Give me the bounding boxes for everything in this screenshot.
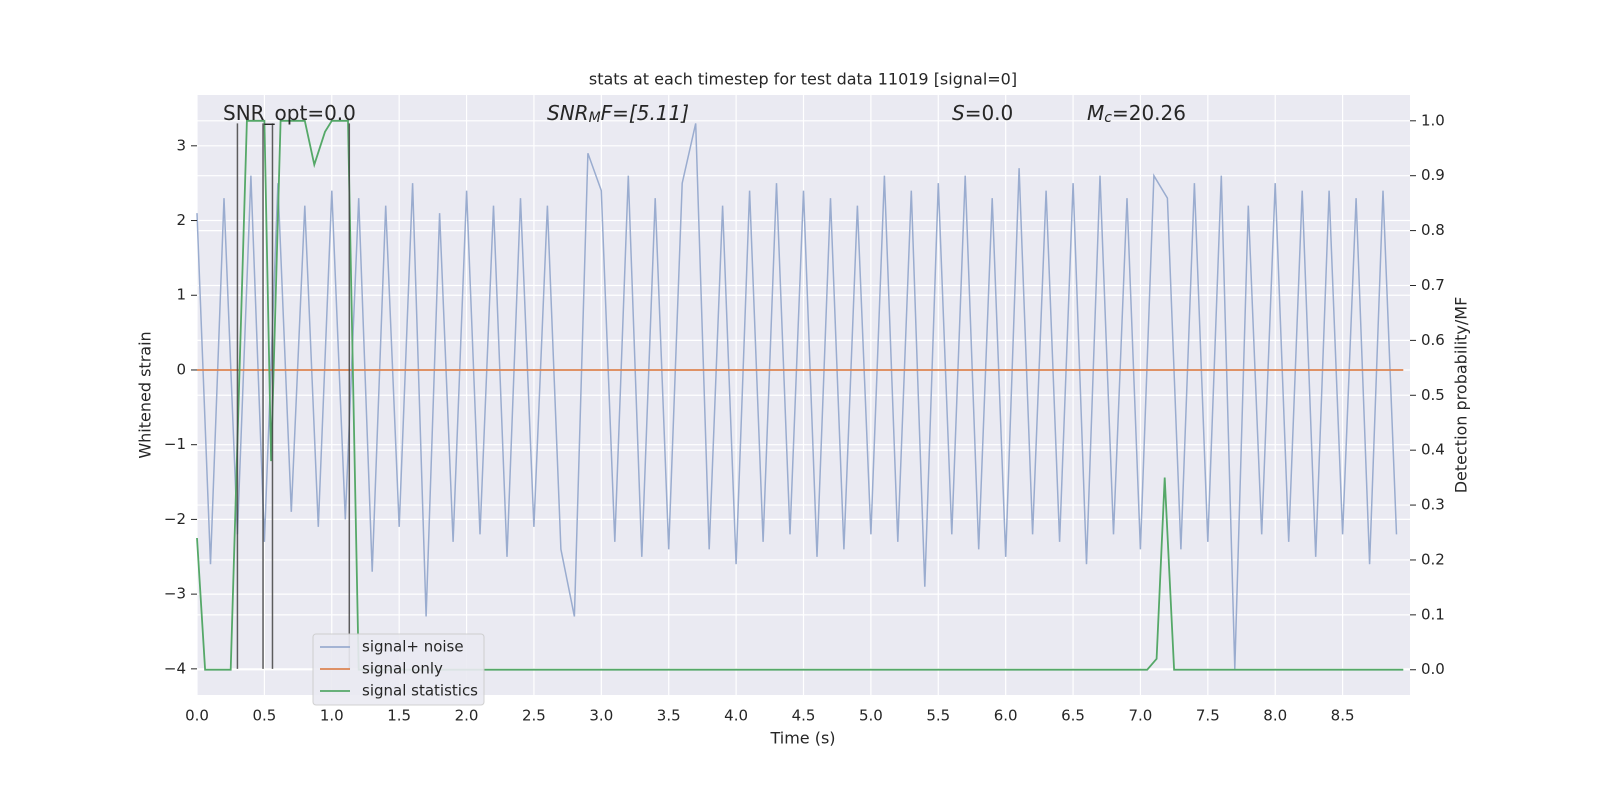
y2-tick-label: 0.9: [1421, 166, 1445, 184]
x-tick-label: 2.0: [455, 707, 479, 725]
y2-tick-label: 0.1: [1421, 605, 1445, 623]
legend-label: signal only: [362, 660, 443, 678]
y2-axis-label: Detection probability/MF: [1452, 297, 1471, 494]
annotation: S=0.0: [952, 101, 1013, 125]
y-tick-label: 3: [176, 136, 186, 154]
y2-tick-label: 0.7: [1421, 276, 1445, 294]
x-tick-label: 7.5: [1196, 707, 1220, 725]
x-tick-label: 2.5: [522, 707, 546, 725]
x-tick-label: 6.5: [1061, 707, 1085, 725]
y2-tick-label: 0.3: [1421, 496, 1445, 514]
y-tick-label: −2: [164, 510, 186, 528]
legend-label: signal+ noise: [362, 638, 464, 656]
y-tick-label: 2: [176, 211, 186, 229]
y2-tick-label: 1.0: [1421, 111, 1445, 129]
annotation: Mc=20.26: [1087, 101, 1186, 126]
y-tick-label: −1: [164, 435, 186, 453]
annotation-part: F=[5.11]: [601, 101, 689, 125]
annotation-part: M: [1087, 101, 1104, 125]
y-tick-label: 1: [176, 286, 186, 304]
annotation-part: SNR: [547, 101, 589, 125]
x-tick-label: 1.0: [320, 707, 344, 725]
y-tick-label: −4: [164, 659, 186, 677]
annotation: SNRMF=[5.11]: [547, 101, 689, 126]
annotation-part: =0.0: [965, 101, 1014, 125]
annotation: SNR_opt=0.0: [223, 101, 356, 125]
y-axis-label: Whitened strain: [136, 331, 155, 458]
series-line: [196, 123, 1398, 669]
legend-box: [312, 633, 485, 706]
x-tick-label: 3.0: [589, 707, 613, 725]
x-tick-label: 6.0: [994, 707, 1018, 725]
annotation-part: c: [1104, 110, 1112, 126]
x-tick-label: 1.5: [387, 707, 411, 725]
x-tick-label: 0.0: [185, 707, 209, 725]
y-tick-label: 0: [176, 360, 186, 378]
y2-tick-label: 0.4: [1421, 441, 1445, 459]
annotation-part: SNR_opt=0.0: [223, 101, 356, 125]
x-tick-label: 0.5: [252, 707, 276, 725]
labels: 0.0 0.5 1.0 1.5 2.0 2.5 3.0 3.5 4.0 4.5 5.0 5.5 6.0 6…: [164, 101, 1445, 725]
y2-tick-label: 0.6: [1421, 331, 1445, 349]
x-tick-label: 8.0: [1263, 707, 1287, 725]
marks: [196, 119, 1404, 671]
y2-tick-label: 0.2: [1421, 550, 1445, 568]
chart-title: stats at each timestep for test data 110…: [589, 70, 1017, 89]
x-tick-label: 8.5: [1331, 707, 1355, 725]
x-tick-label: 5.5: [926, 707, 950, 725]
y-tick-label: −3: [164, 585, 186, 603]
x-tick-label: 4.0: [724, 707, 748, 725]
legend: signal+ noise signal only signal statistic…: [312, 633, 485, 706]
x-tick-label: 7.0: [1129, 707, 1153, 725]
y2-tick-label: 0.0: [1421, 660, 1445, 678]
y2-tick-label: 0.8: [1421, 221, 1445, 239]
y2-tick-label: 0.5: [1421, 386, 1445, 404]
annotation-part: =20.26: [1112, 101, 1186, 125]
series-line: [196, 119, 1404, 671]
x-axis-label: Time (s): [769, 729, 835, 748]
x-tick-label: 5.0: [859, 707, 883, 725]
legend-label: signal statistics: [362, 682, 478, 700]
annotation-part: S: [952, 101, 965, 125]
x-tick-label: 4.5: [792, 707, 816, 725]
annotation-part: M: [589, 110, 601, 126]
x-tick-label: 3.5: [657, 707, 681, 725]
